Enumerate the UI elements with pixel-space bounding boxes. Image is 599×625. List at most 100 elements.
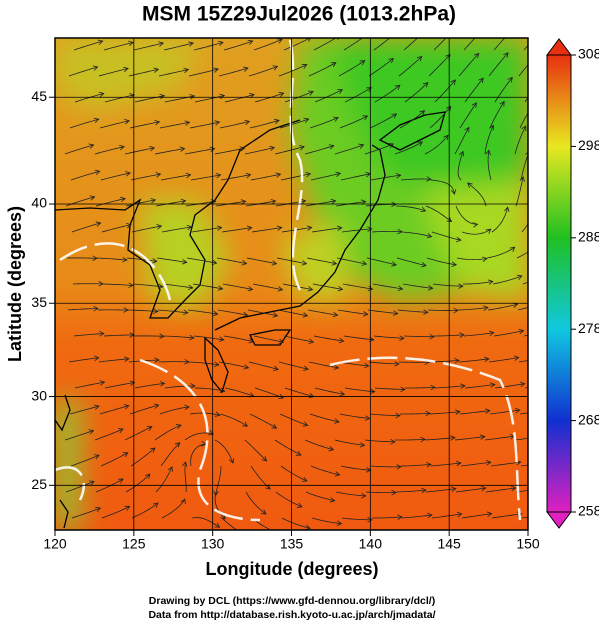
streamline xyxy=(249,119,280,129)
y-tick-label: 40 xyxy=(31,195,47,211)
streamline xyxy=(429,411,460,415)
arrowhead xyxy=(420,436,426,443)
streamline xyxy=(494,77,513,103)
streamline xyxy=(399,412,431,415)
arrowhead xyxy=(217,285,224,291)
arrowhead xyxy=(334,471,341,477)
streamline xyxy=(312,283,343,290)
streamline xyxy=(253,335,284,343)
arrowhead xyxy=(183,309,189,316)
arrowhead xyxy=(537,241,542,246)
streamline xyxy=(189,121,220,129)
streamline xyxy=(520,464,528,467)
streamline xyxy=(431,513,462,519)
arrowhead xyxy=(421,262,427,268)
arrowhead xyxy=(333,116,339,122)
arrowhead xyxy=(184,120,191,126)
arrowhead xyxy=(460,383,466,389)
x-tick-label: 125 xyxy=(122,536,146,552)
arrowhead xyxy=(241,260,248,266)
streamline xyxy=(371,516,403,519)
streamline xyxy=(247,309,278,317)
streamline xyxy=(103,42,134,51)
arrowhead xyxy=(481,256,488,263)
streamline xyxy=(431,231,461,241)
streamline xyxy=(459,102,477,129)
credit: Data from http://database.rish.kyoto-u.a… xyxy=(148,609,435,621)
arrowhead xyxy=(145,473,151,480)
arrowhead xyxy=(360,199,367,205)
streamline xyxy=(65,481,95,493)
arrowhead xyxy=(484,356,490,363)
streamline xyxy=(456,257,487,261)
arrowhead xyxy=(361,492,367,499)
arrowhead xyxy=(271,423,278,429)
streamline xyxy=(343,38,364,51)
arrowhead xyxy=(396,464,402,470)
arrowhead xyxy=(391,489,397,496)
streamline xyxy=(397,309,428,313)
arrowhead xyxy=(391,113,398,119)
arrowhead xyxy=(180,498,186,505)
streamline xyxy=(244,147,275,155)
streamline xyxy=(364,143,394,155)
colorbar-tick-label: 308 xyxy=(578,46,599,62)
arrowhead xyxy=(390,439,396,445)
streamline xyxy=(284,387,314,398)
arrowhead xyxy=(295,450,302,456)
streamline xyxy=(487,150,492,181)
streamline xyxy=(125,473,151,493)
colorbar-extend xyxy=(546,511,572,529)
streamline xyxy=(217,309,248,316)
streamline xyxy=(396,257,427,267)
streamline xyxy=(64,144,94,155)
arrowhead xyxy=(189,94,196,100)
arrowhead xyxy=(159,381,166,387)
arrowhead xyxy=(272,312,279,318)
arrowhead xyxy=(88,429,95,435)
streamline xyxy=(159,406,190,415)
streamline xyxy=(366,257,397,266)
streamline xyxy=(338,60,365,77)
streamline xyxy=(430,179,455,195)
streamline xyxy=(134,382,165,389)
streamline xyxy=(281,227,312,233)
streamline xyxy=(394,438,426,441)
streamline xyxy=(341,517,372,521)
arrowhead xyxy=(485,460,492,466)
arrowhead xyxy=(329,497,336,503)
streamline xyxy=(160,442,181,467)
arrowhead xyxy=(119,144,125,151)
arrowhead xyxy=(518,328,525,335)
arrowhead xyxy=(362,115,369,121)
streamline xyxy=(155,200,186,207)
arrowhead xyxy=(328,445,335,452)
arrowhead xyxy=(308,338,315,344)
streamline xyxy=(311,517,342,525)
streamline xyxy=(127,309,158,312)
arrowhead xyxy=(214,120,221,126)
arrowhead xyxy=(89,480,95,486)
streamline xyxy=(248,66,278,77)
streamline xyxy=(277,309,308,317)
streamline xyxy=(516,251,528,259)
arrowhead xyxy=(454,358,460,364)
streamline xyxy=(424,134,449,155)
arrowhead xyxy=(367,226,373,232)
streamline xyxy=(489,409,520,415)
arrowhead xyxy=(472,222,479,228)
streamline xyxy=(192,283,223,290)
arrowhead xyxy=(331,260,338,266)
streamline xyxy=(402,283,433,289)
arrowhead xyxy=(366,87,372,93)
streamline xyxy=(125,199,156,207)
streamline xyxy=(249,413,277,429)
arrowhead xyxy=(123,404,130,410)
streamline xyxy=(191,517,220,528)
streamline xyxy=(280,173,311,181)
arrowhead xyxy=(337,285,344,292)
arrowhead xyxy=(155,172,162,178)
streamline xyxy=(278,361,309,370)
arrowhead xyxy=(93,117,100,124)
